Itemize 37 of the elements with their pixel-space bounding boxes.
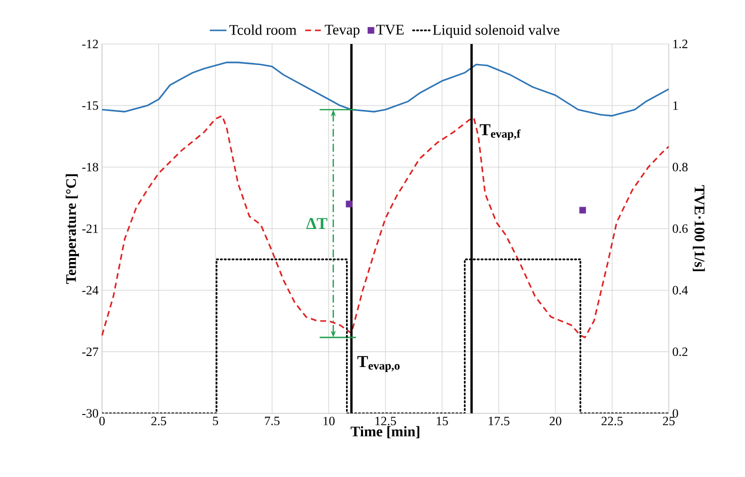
y-tick-label: -27: [82, 348, 98, 356]
x-tick-label: 22.5: [602, 416, 623, 426]
legend-label: TVE: [376, 24, 404, 35]
x-tick-label: 12.5: [375, 416, 396, 426]
y2-tick-label: 0.4: [672, 286, 688, 295]
annotation: T$_{evap,f}$: [480, 124, 521, 140]
y-tick-label: -18: [82, 162, 98, 172]
y2-tick-label: 0.6: [672, 224, 688, 234]
x-tick-label: 2.5: [151, 416, 166, 426]
y2-tick-label: 1: [673, 101, 678, 110]
y2-axis-title: TVE·100 [1/s]: [692, 185, 705, 272]
legend-label: Tcold room: [229, 24, 296, 35]
y2-tick-label: 1.2: [673, 40, 688, 48]
y-tick-label: -24: [82, 286, 98, 294]
y-tick-label: -12: [82, 40, 98, 48]
line-series: [101, 62, 670, 117]
x-tick-label: 10: [324, 416, 335, 426]
x-tick-label: 15: [436, 416, 448, 426]
x-tick-label: 17.5: [488, 416, 510, 426]
y-tick-label: -15: [82, 101, 98, 110]
y2-tick-label: 0: [672, 409, 678, 418]
y-tick-label: -21: [82, 224, 98, 233]
y-tick-label: -30: [82, 409, 98, 418]
x-tick-label: 20: [550, 416, 562, 426]
x-axis-title: Time [min]: [350, 426, 420, 438]
line-series: [101, 115, 670, 338]
legend-label: Liquid solenoid valve: [432, 24, 560, 38]
x-tick-label: 5: [212, 416, 218, 426]
y-axis-title: Temperature [°C]: [66, 174, 79, 284]
x-tick-label: 25: [663, 416, 675, 426]
legend-label: Tevap: [324, 24, 360, 38]
annotation: ΔT: [306, 218, 328, 230]
x-tick-label: 7.5: [265, 416, 280, 426]
annotation: T$_{evap,o}$: [357, 356, 400, 372]
y2-tick-label: 0.2: [672, 348, 688, 356]
y2-tick-label: 0.8: [672, 162, 688, 172]
x-tick-label: 0: [99, 416, 105, 426]
